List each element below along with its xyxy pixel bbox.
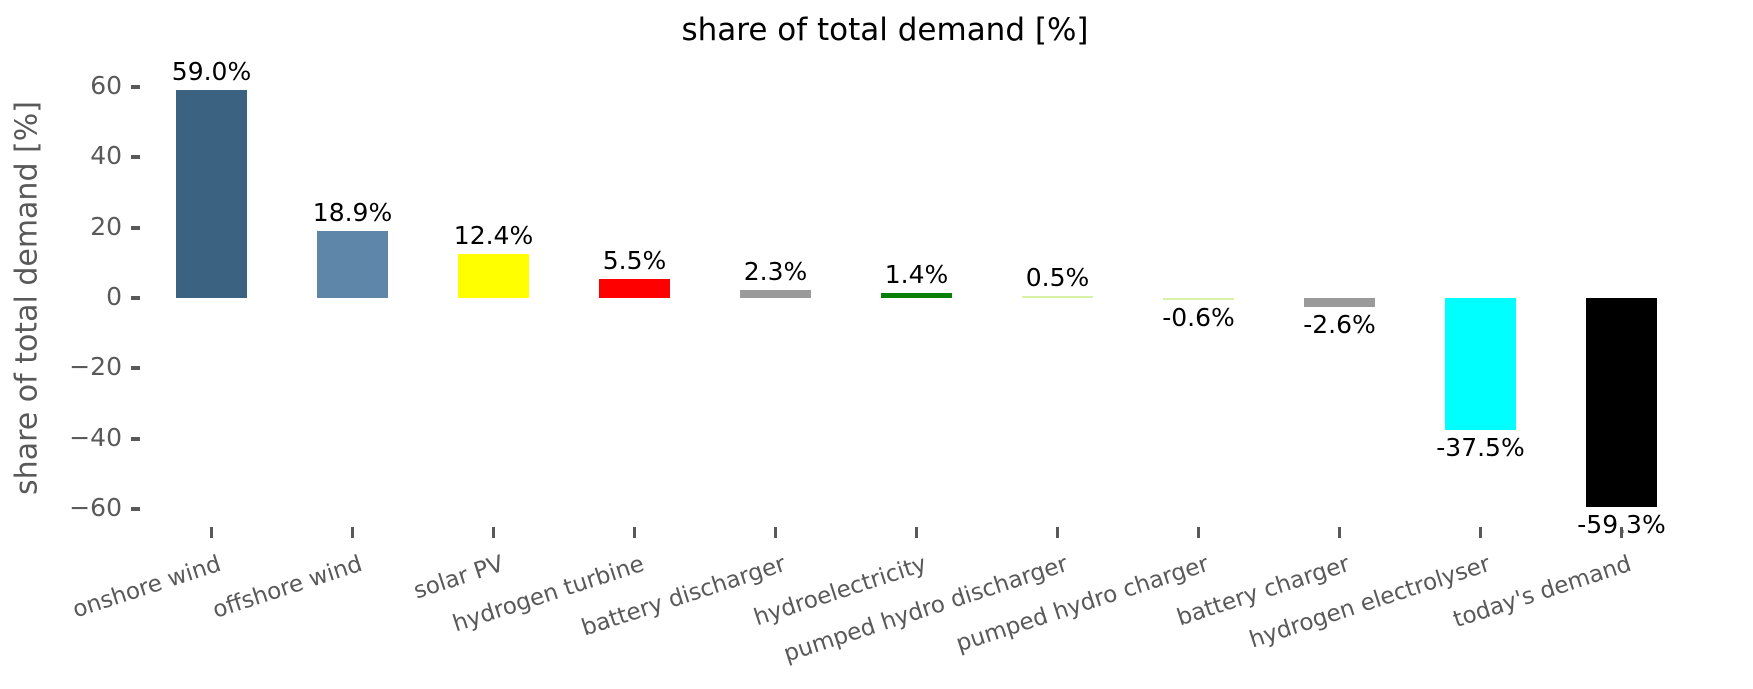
y-tick-mark [131, 296, 140, 300]
bar-value-label-battery-discharger: 2.3% [743, 256, 808, 286]
x-tick-mark [1197, 527, 1200, 538]
x-tick-mark [1620, 527, 1623, 538]
bar-solar-pv [458, 254, 529, 298]
bar-hydrogen-turbine [599, 278, 670, 298]
bar-value-label-pumped-hydro-charger: -0.6% [1162, 303, 1235, 333]
chart-title: share of total demand [%] [681, 12, 1089, 48]
y-tick-mark [131, 436, 140, 441]
y-tick-label: 60 [90, 70, 122, 100]
y-tick-label: 0 [106, 282, 122, 311]
x-tick-label-onshore-wind: onshore wind [69, 551, 225, 624]
bar-value-label-pumped-hydro-discharger: 0.5% [1025, 263, 1090, 293]
bar-value-label-onshore-wind: 59.0% [171, 57, 252, 87]
x-tick-mark [1338, 527, 1341, 538]
y-tick-mark [131, 366, 140, 371]
y-tick-label: −60 [69, 493, 122, 523]
x-tick-label-solar-pv: solar PV [410, 551, 507, 605]
y-tick-mark [131, 84, 140, 89]
x-tick-mark [774, 527, 777, 538]
bar-value-label-offshore-wind: 18.9% [312, 198, 393, 228]
x-tick-label-pumped-hydro-charger: pumped hydro charger [952, 551, 1212, 658]
bar-value-label-battery-charger: -2.6% [1303, 310, 1376, 340]
bar-value-label-hydrogen-electrolyser: -37.5% [1436, 432, 1525, 462]
x-tick-mark [492, 527, 495, 538]
bar-pumped-hydro-charger [1163, 298, 1234, 301]
y-tick-mark [131, 155, 140, 160]
bar-today-s-demand [1586, 298, 1657, 507]
bar-value-label-solar-pv: 12.4% [453, 221, 534, 251]
y-tick-mark [131, 225, 140, 230]
y-tick-label: 20 [90, 211, 122, 241]
x-tick-mark [1056, 527, 1059, 538]
bar-hydroelectricity [881, 293, 952, 298]
bar-onshore-wind [176, 90, 247, 298]
bar-battery-discharger [740, 289, 811, 298]
bar-offshore-wind [317, 231, 388, 298]
x-tick-label-offshore-wind: offshore wind [209, 551, 366, 624]
bar-battery-charger [1304, 298, 1375, 308]
x-tick-mark [351, 527, 354, 538]
x-tick-mark [633, 527, 636, 538]
x-tick-mark [1479, 527, 1482, 538]
y-tick-mark [131, 507, 140, 512]
y-tick-label: −20 [69, 352, 122, 382]
x-tick-mark [210, 527, 213, 538]
bar-pumped-hydro-discharger [1022, 296, 1093, 299]
bar-value-label-hydroelectricity: 1.4% [884, 260, 949, 290]
y-tick-label: 40 [90, 141, 122, 171]
bar-value-label-hydrogen-turbine: 5.5% [602, 245, 667, 275]
x-tick-mark [915, 527, 918, 538]
x-tick-label-hydrogen-electrolyser: hydrogen electrolyser [1246, 551, 1494, 654]
bar-hydrogen-electrolyser [1445, 298, 1516, 430]
y-tick-label: −40 [69, 422, 122, 452]
